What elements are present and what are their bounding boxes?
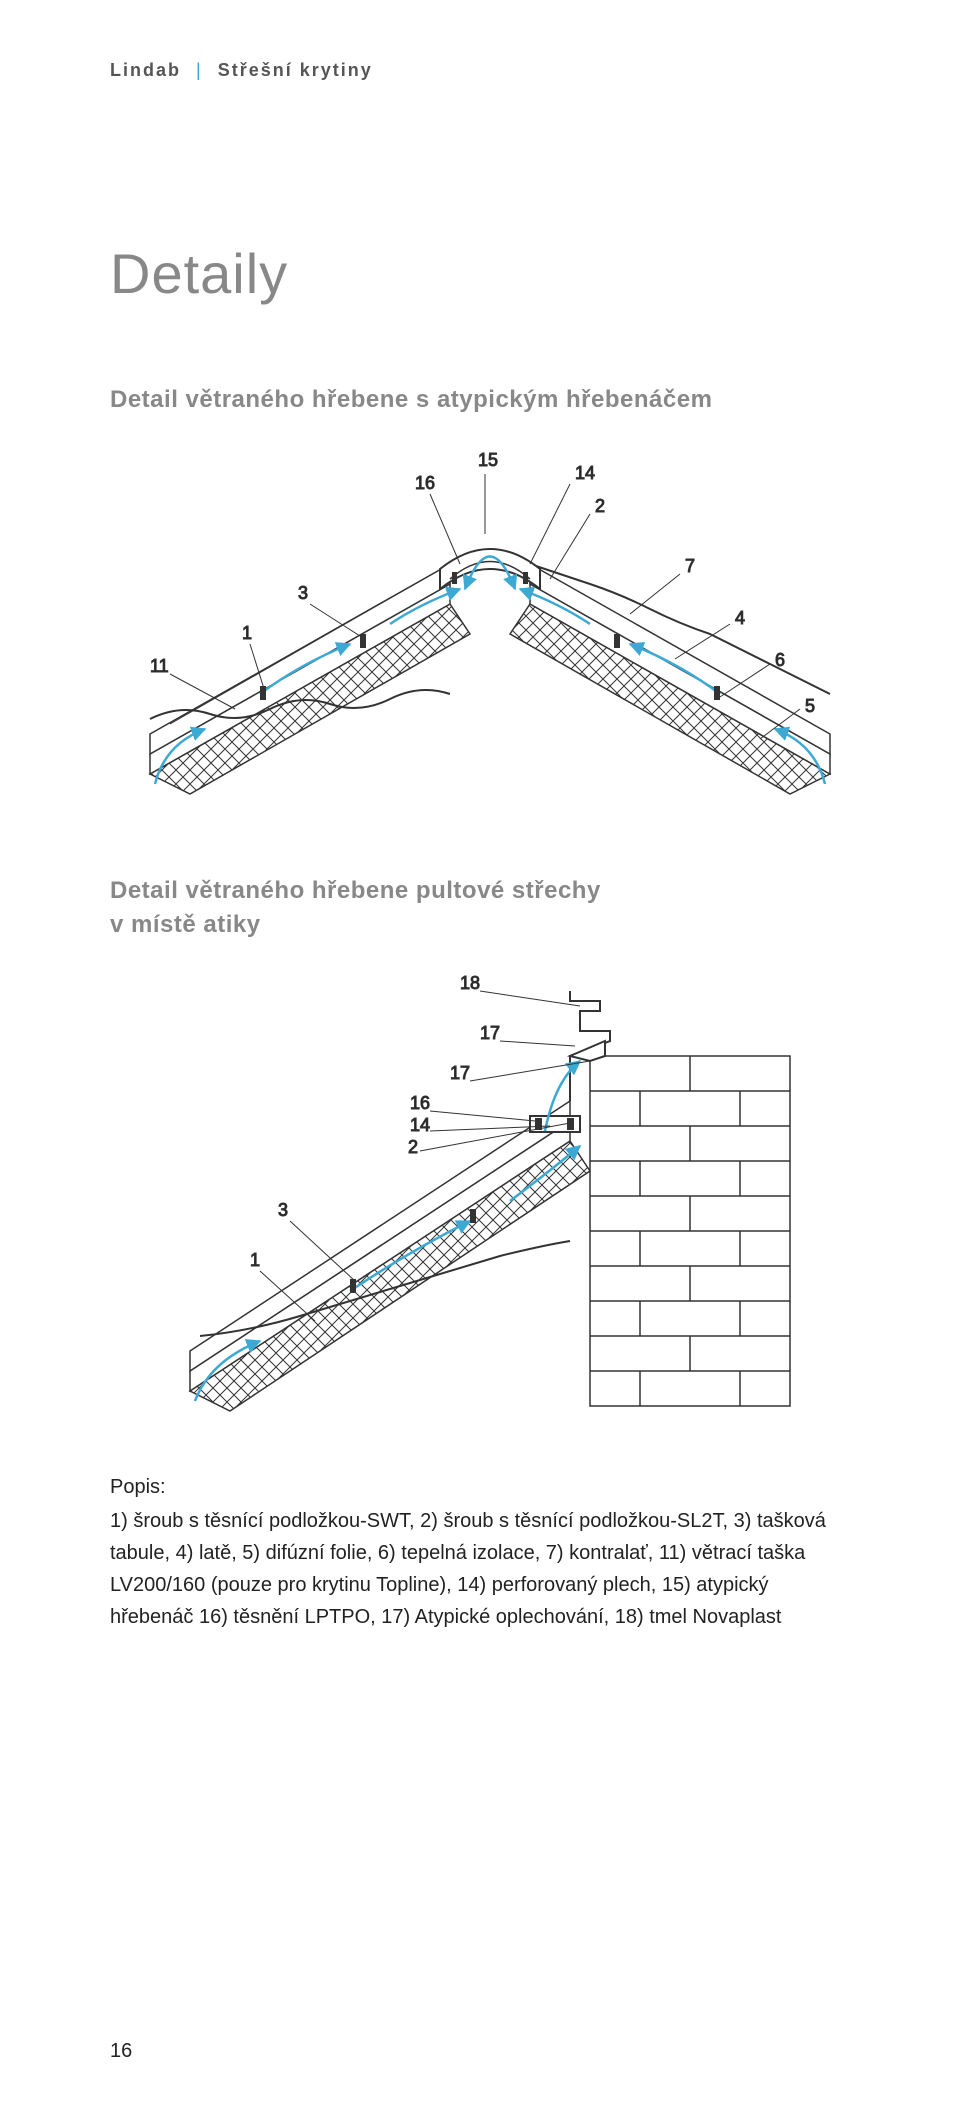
ridge-diagram: 15 16 14 2 3 1 11 7 4 6 5 <box>120 434 860 814</box>
description-title: Popis: <box>110 1471 850 1503</box>
d1-label-6: 6 <box>775 650 785 670</box>
parapet-diagram: 18 17 17 16 14 2 3 1 <box>150 961 830 1421</box>
description-block: Popis: 1) šroub s těsnící podložkou-SWT,… <box>110 1471 850 1633</box>
d2-label-2: 2 <box>408 1137 418 1157</box>
d1-label-2: 2 <box>595 496 605 516</box>
d1-label-3: 3 <box>298 583 308 603</box>
section2-title-line2: v místě atiky <box>110 908 870 942</box>
page-header: Lindab | Střešní krytiny <box>110 60 870 81</box>
d2-label-3: 3 <box>278 1200 288 1220</box>
d1-label-1: 1 <box>242 623 252 643</box>
d2-label-16: 16 <box>410 1093 430 1113</box>
d2-label-14: 14 <box>410 1115 430 1135</box>
d1-label-11: 11 <box>150 656 169 676</box>
d1-label-7: 7 <box>685 556 695 576</box>
d2-label-17a: 17 <box>480 1023 500 1043</box>
brand: Lindab <box>110 60 181 80</box>
section1-title: Detail větraného hřebene s atypickým hře… <box>110 386 870 414</box>
d2-label-17b: 17 <box>450 1063 470 1083</box>
d1-label-15: 15 <box>478 450 498 470</box>
description-body: 1) šroub s těsnící podložkou-SWT, 2) šro… <box>110 1505 850 1633</box>
d1-label-14: 14 <box>575 463 595 483</box>
d1-label-16: 16 <box>415 473 435 493</box>
d1-label-4: 4 <box>735 608 745 628</box>
main-title: Detaily <box>110 241 870 306</box>
d2-label-1: 1 <box>250 1250 260 1270</box>
section2-title: Detail větraného hřebene pultové střechy… <box>110 874 870 941</box>
d2-label-18: 18 <box>460 973 480 993</box>
category: Střešní krytiny <box>218 60 373 80</box>
d1-label-5: 5 <box>805 696 815 716</box>
section2-title-line1: Detail větraného hřebene pultové střechy <box>110 874 870 908</box>
header-divider: | <box>196 60 203 80</box>
page-number: 16 <box>110 2040 132 2063</box>
